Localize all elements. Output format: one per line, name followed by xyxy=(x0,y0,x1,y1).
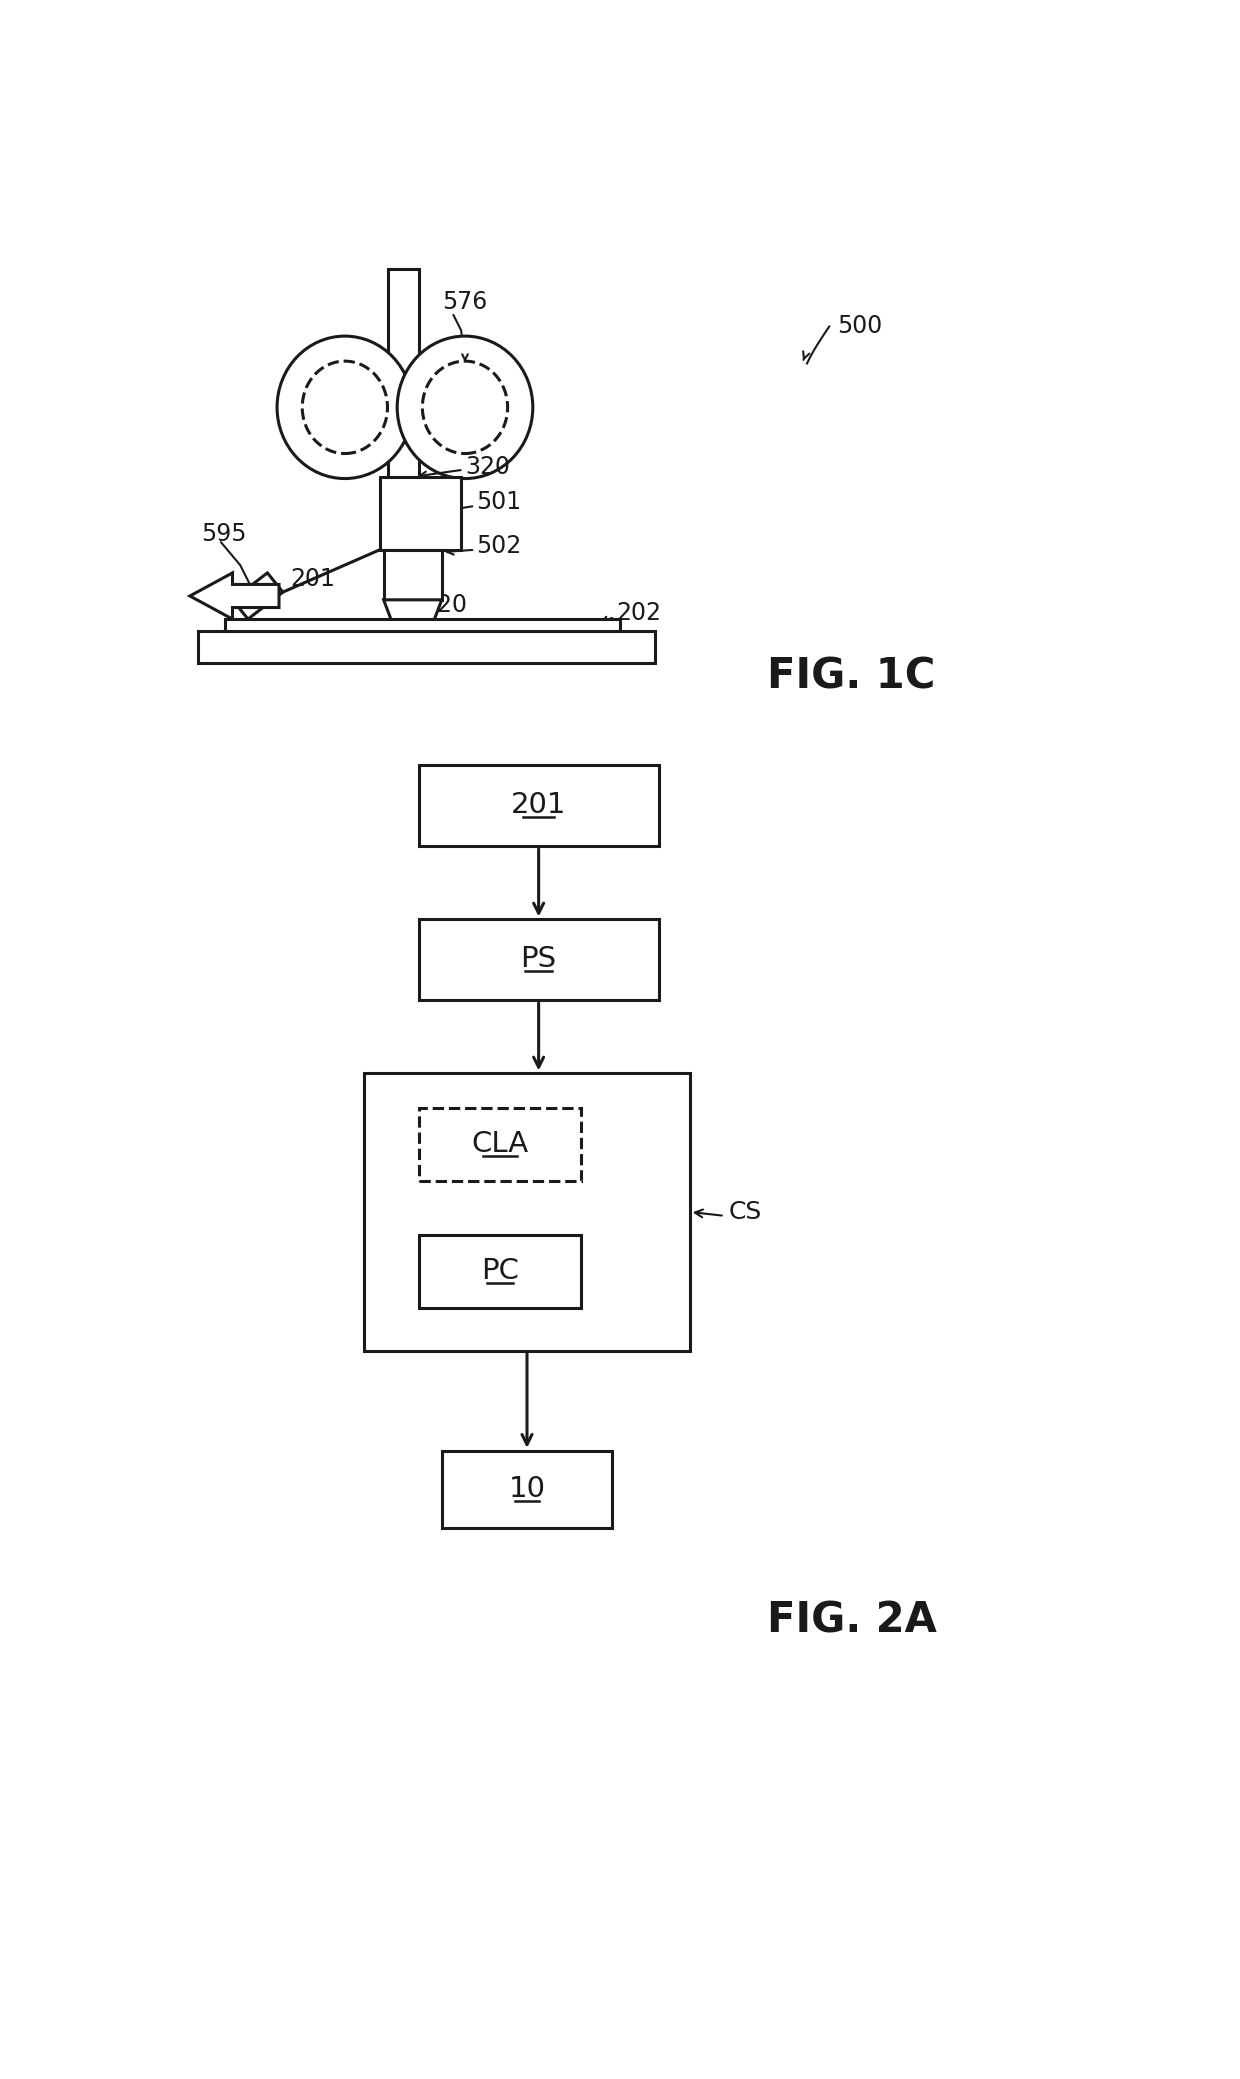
Bar xyxy=(379,476,461,549)
Bar xyxy=(197,630,655,663)
Ellipse shape xyxy=(277,337,413,478)
Text: 500: 500 xyxy=(837,314,882,339)
Bar xyxy=(383,549,441,601)
Text: 202: 202 xyxy=(616,601,661,626)
Bar xyxy=(441,1451,613,1528)
Text: FIG. 1C: FIG. 1C xyxy=(768,655,936,699)
Ellipse shape xyxy=(303,362,387,453)
Text: PS: PS xyxy=(521,946,557,973)
Polygon shape xyxy=(233,574,283,620)
Text: 501: 501 xyxy=(476,491,522,514)
Text: 201: 201 xyxy=(511,792,567,819)
Bar xyxy=(419,1235,582,1308)
Bar xyxy=(419,765,658,846)
Polygon shape xyxy=(190,574,279,620)
Bar xyxy=(224,620,620,632)
Bar xyxy=(419,1108,582,1181)
Bar xyxy=(419,919,658,1000)
Text: PC: PC xyxy=(481,1258,518,1285)
Text: CLA: CLA xyxy=(471,1131,528,1158)
Text: FIG. 2A: FIG. 2A xyxy=(768,1599,937,1640)
Polygon shape xyxy=(383,601,441,630)
Ellipse shape xyxy=(423,362,507,453)
Text: 595: 595 xyxy=(201,522,247,547)
Text: 320: 320 xyxy=(423,593,467,617)
Text: 576: 576 xyxy=(441,289,487,314)
Ellipse shape xyxy=(397,337,533,478)
Text: 502: 502 xyxy=(476,534,522,557)
Text: 320: 320 xyxy=(465,455,510,480)
Bar xyxy=(365,1073,689,1351)
Text: 10: 10 xyxy=(508,1476,546,1503)
Text: 201: 201 xyxy=(290,568,336,590)
Bar xyxy=(387,268,419,480)
Text: CS: CS xyxy=(729,1200,761,1225)
